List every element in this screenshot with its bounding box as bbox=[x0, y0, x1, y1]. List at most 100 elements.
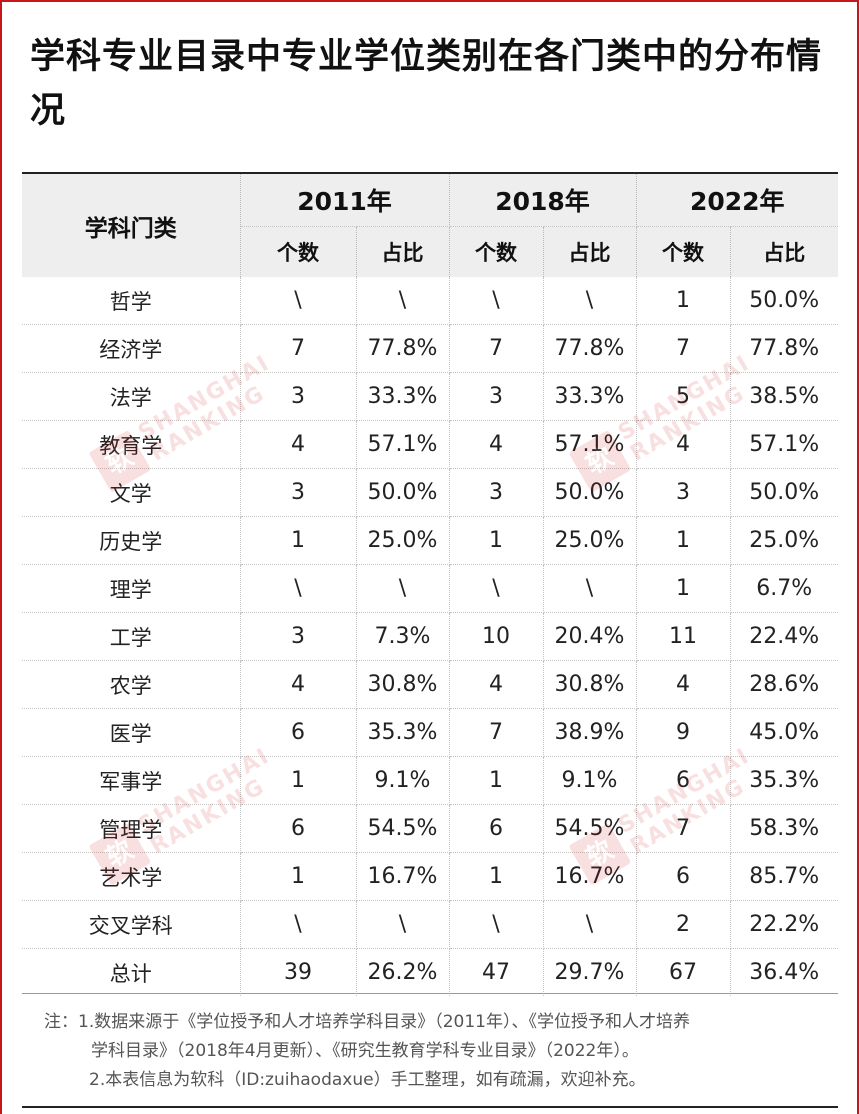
count-cell: 3 bbox=[240, 612, 357, 661]
count-cell: 1 bbox=[449, 852, 544, 901]
count-cell: \ bbox=[449, 277, 544, 325]
count-cell: 2 bbox=[636, 900, 731, 949]
ratio-cell: \ bbox=[543, 277, 637, 325]
count-cell: 1 bbox=[240, 756, 357, 805]
count-cell: 4 bbox=[636, 420, 731, 469]
header-count: 个数 bbox=[449, 226, 544, 277]
ratio-cell: 26.2% bbox=[356, 948, 450, 996]
category-cell: 农学 bbox=[22, 660, 241, 709]
table-row: 军事学 1 9.1% 1 9.1% 6 35.3% bbox=[22, 756, 838, 805]
count-cell: 3 bbox=[240, 468, 357, 517]
category-cell: 历史学 bbox=[22, 516, 241, 565]
ratio-cell: 35.3% bbox=[356, 708, 450, 757]
ratio-cell: 35.3% bbox=[730, 756, 838, 805]
table-row: 管理学 6 54.5% 6 54.5% 7 58.3% bbox=[22, 804, 838, 853]
ratio-cell: 50.0% bbox=[730, 468, 838, 517]
ratio-cell: 57.1% bbox=[356, 420, 450, 469]
ratio-cell: 50.0% bbox=[356, 468, 450, 517]
ratio-cell: 54.5% bbox=[543, 804, 637, 853]
ratio-cell: 30.8% bbox=[356, 660, 450, 709]
category-cell: 交叉学科 bbox=[22, 900, 241, 949]
count-cell: 9 bbox=[636, 708, 731, 757]
footnote-line-3: 2.本表信息为软科（ID:zuihaodaxue）手工整理，如有疏漏，欢迎补充。 bbox=[89, 1070, 646, 1090]
ratio-cell: 28.6% bbox=[730, 660, 838, 709]
count-cell: 4 bbox=[240, 420, 357, 469]
count-cell: 10 bbox=[449, 612, 544, 661]
count-cell: 1 bbox=[449, 756, 544, 805]
category-cell: 管理学 bbox=[22, 804, 241, 853]
footnote-line-2: 学科目录》（2018年4月更新）、《研究生教育学科专业目录》（2022年）。 bbox=[91, 1041, 639, 1061]
count-cell: 4 bbox=[449, 420, 544, 469]
category-cell: 教育学 bbox=[22, 420, 241, 469]
table-top-rule bbox=[22, 172, 838, 174]
ratio-cell: 45.0% bbox=[730, 708, 838, 757]
category-cell: 艺术学 bbox=[22, 852, 241, 901]
category-cell: 总计 bbox=[22, 948, 241, 996]
ratio-cell: 57.1% bbox=[543, 420, 637, 469]
ratio-cell: 77.8% bbox=[730, 324, 838, 373]
table-body: 哲学 \ \ \ \ 1 50.0% 经济学 7 77.8% 7 77.8% 7 77.8% 法学 3 33.3… bbox=[22, 277, 838, 996]
count-cell: 5 bbox=[636, 372, 731, 421]
header-year-2022: 2022年 bbox=[636, 174, 838, 227]
count-cell: 1 bbox=[636, 516, 731, 565]
header-year-2011: 2011年 bbox=[240, 174, 450, 227]
table-row: 教育学 4 57.1% 4 57.1% 4 57.1% bbox=[22, 420, 838, 469]
ratio-cell: 50.0% bbox=[543, 468, 637, 517]
count-cell: 47 bbox=[449, 948, 544, 996]
ratio-cell: 25.0% bbox=[543, 516, 637, 565]
distribution-table: 学科门类 2011年 2018年 2022年 个数 占比 个数 占比 个数 占比… bbox=[22, 174, 838, 996]
ratio-cell: 9.1% bbox=[356, 756, 450, 805]
ratio-cell: 57.1% bbox=[730, 420, 838, 469]
header-year-2018: 2018年 bbox=[449, 174, 637, 227]
count-cell: 6 bbox=[240, 804, 357, 853]
ratio-cell: 7.3% bbox=[356, 612, 450, 661]
count-cell: 7 bbox=[449, 708, 544, 757]
ratio-cell: 58.3% bbox=[730, 804, 838, 853]
ratio-cell: 16.7% bbox=[543, 852, 637, 901]
count-cell: 7 bbox=[636, 804, 731, 853]
ratio-cell: 36.4% bbox=[749, 960, 820, 985]
category-cell: 文学 bbox=[22, 468, 241, 517]
header-ratio: 占比 bbox=[543, 226, 637, 277]
count-cell: 4 bbox=[240, 660, 357, 709]
count-cell: 4 bbox=[449, 660, 544, 709]
ratio-cell: 25.0% bbox=[730, 516, 838, 565]
ratio-cell: 6.7% bbox=[730, 564, 838, 613]
count-cell: 7 bbox=[240, 324, 357, 373]
count-cell: 1 bbox=[449, 516, 544, 565]
ratio-cell: 30.8% bbox=[543, 660, 637, 709]
count-cell: 6 bbox=[240, 708, 357, 757]
ratio-cell: 20.4% bbox=[543, 612, 637, 661]
count-cell: 3 bbox=[240, 372, 357, 421]
table-row: 经济学 7 77.8% 7 77.8% 7 77.8% bbox=[22, 324, 838, 373]
ratio-cell: 50.0% bbox=[730, 277, 838, 325]
table-row: 工学 3 7.3% 10 20.4% 11 22.4% bbox=[22, 612, 838, 661]
ratio-cell: 38.9% bbox=[543, 708, 637, 757]
count-cell: 39 bbox=[240, 948, 357, 996]
ratio-cell: \ bbox=[543, 900, 637, 949]
header-ratio: 占比 bbox=[730, 226, 838, 277]
table-row: 医学 6 35.3% 7 38.9% 9 45.0% bbox=[22, 708, 838, 757]
ratio-cell: 77.8% bbox=[356, 324, 450, 373]
ratio-cell: 29.7% bbox=[543, 948, 637, 996]
category-cell: 经济学 bbox=[22, 324, 241, 373]
table-row: 艺术学 1 16.7% 1 16.7% 6 85.7% bbox=[22, 852, 838, 901]
ratio-cell: \ bbox=[356, 277, 450, 325]
count-cell: 3 bbox=[449, 468, 544, 517]
count-cell: 6 bbox=[636, 852, 731, 901]
table-row: 农学 4 30.8% 4 30.8% 4 28.6% bbox=[22, 660, 838, 709]
ratio-cell: 54.5% bbox=[356, 804, 450, 853]
count-cell: \ bbox=[449, 900, 544, 949]
count-cell: \ bbox=[240, 900, 357, 949]
ratio-cell: 77.8% bbox=[543, 324, 637, 373]
category-cell: 法学 bbox=[22, 372, 241, 421]
ratio-cell: \ bbox=[543, 564, 637, 613]
count-cell: 6 bbox=[636, 756, 731, 805]
ratio-cell: 9.1% bbox=[543, 756, 637, 805]
ratio-cell: \ bbox=[356, 564, 450, 613]
ratio-cell: 22.2% bbox=[730, 900, 838, 949]
ratio-cell: 25.0% bbox=[356, 516, 450, 565]
page-bottom-rule bbox=[22, 1106, 838, 1108]
count-cell: 4 bbox=[636, 660, 731, 709]
